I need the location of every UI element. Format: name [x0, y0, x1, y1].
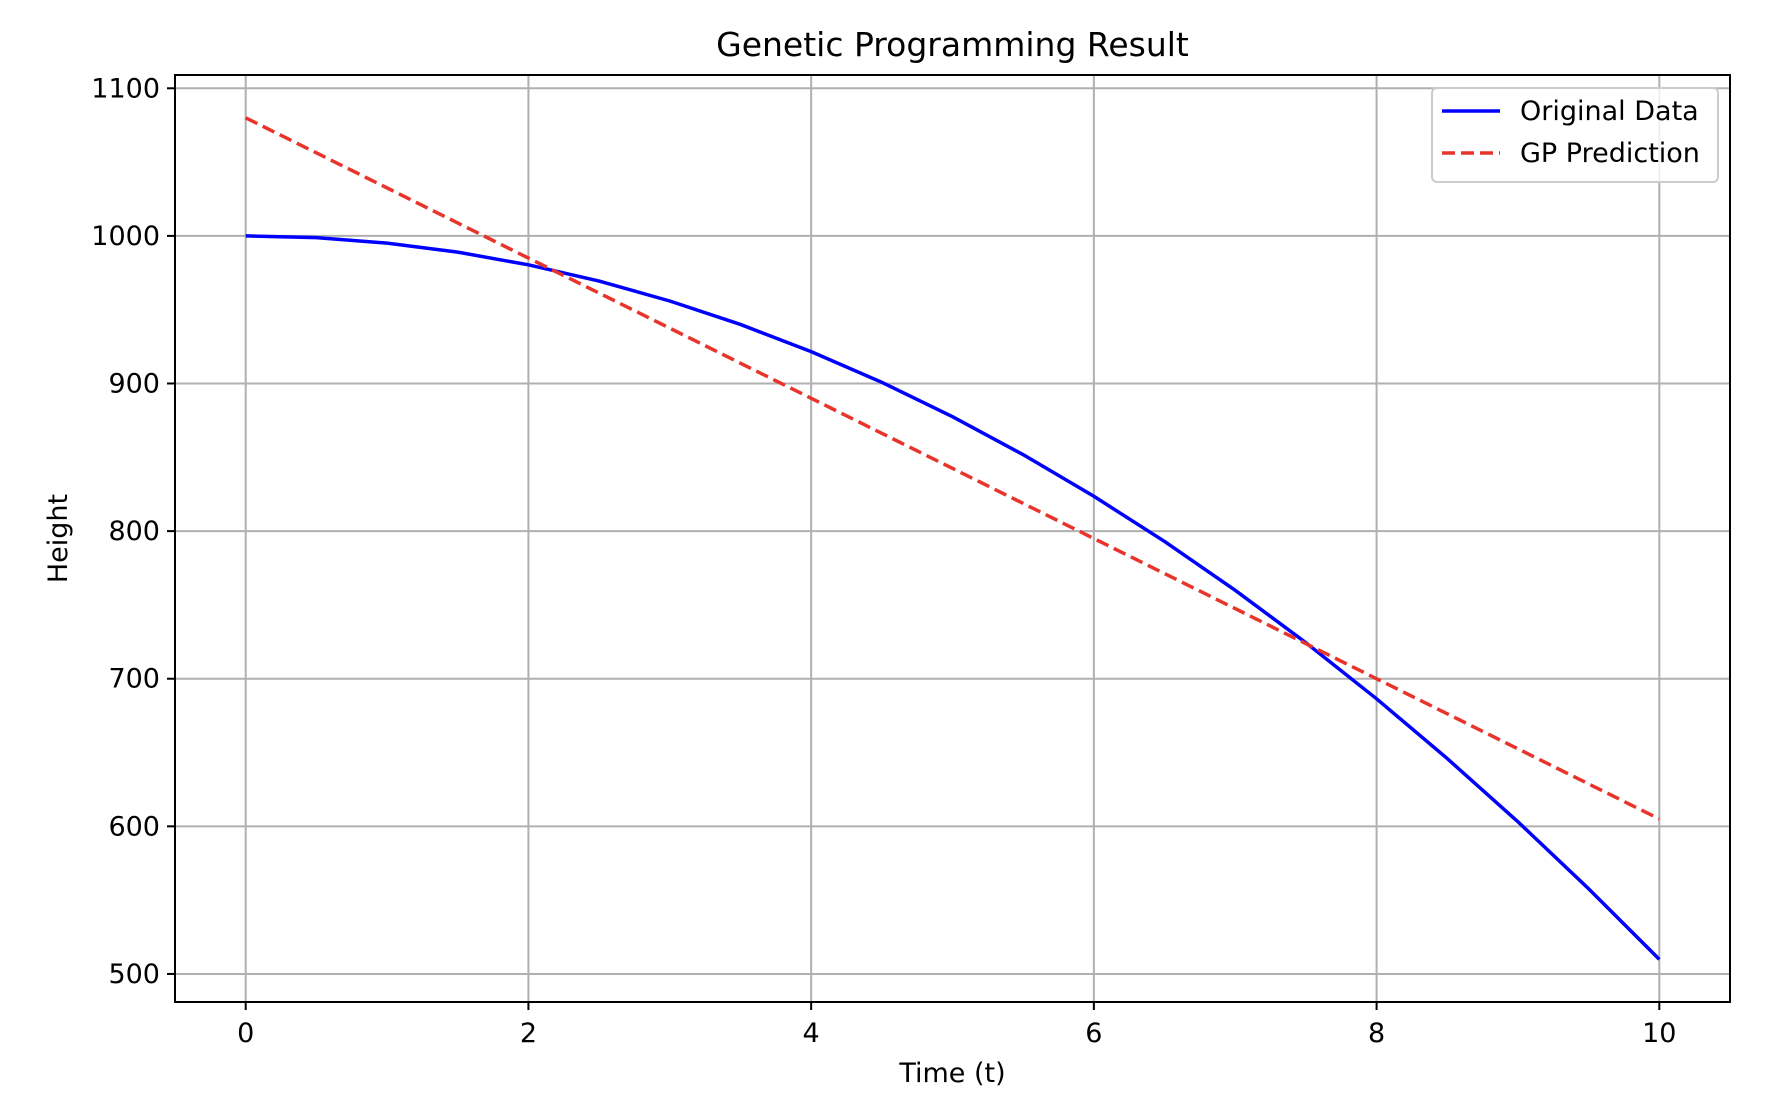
x-tick-label: 10 — [1642, 1018, 1676, 1049]
series-line-gp-prediction — [244, 116, 1661, 821]
legend-label: Original Data — [1520, 96, 1699, 127]
axis-ticks: 0 2 4 6 8 10 500 600 700 800 900 1000 1100 — [91, 73, 1676, 1049]
legend-box — [1431, 87, 1719, 183]
x-tick-label: 4 — [803, 1018, 820, 1049]
y-tick-label: 600 — [108, 811, 160, 842]
x-tick-label: 0 — [237, 1018, 254, 1049]
legend-label: GP Prediction — [1520, 138, 1700, 169]
y-tick-label: 800 — [108, 516, 160, 547]
grid-lines — [175, 75, 1730, 1002]
y-tick-label: 1000 — [91, 221, 160, 252]
series-line-original-data — [245, 234, 1661, 961]
y-tick-label: 900 — [108, 369, 160, 400]
x-axis-label: Time (t) — [898, 1058, 1005, 1089]
data-series — [244, 116, 1661, 961]
y-tick-label: 700 — [108, 664, 160, 695]
x-tick-label: 2 — [520, 1018, 537, 1049]
chart-legend: Original Data GP Prediction — [1431, 87, 1719, 183]
y-axis-label: Height — [43, 494, 74, 583]
chart-title: Genetic Programming Result — [716, 25, 1189, 64]
plot-area-frame — [174, 74, 1731, 1003]
y-tick-label: 500 — [108, 959, 160, 990]
x-tick-label: 8 — [1368, 1018, 1385, 1049]
y-tick-label: 1100 — [91, 73, 160, 104]
x-tick-label: 6 — [1085, 1018, 1102, 1049]
